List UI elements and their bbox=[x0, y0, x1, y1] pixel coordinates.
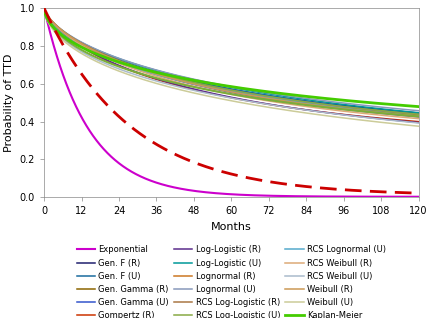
X-axis label: Months: Months bbox=[211, 222, 252, 232]
Y-axis label: Probability of TTD: Probability of TTD bbox=[4, 53, 14, 152]
Legend: Exponential, Gen. F (R), Gen. F (U), Gen. Gamma (R), Gen. Gamma (U), Gompertz (R: Exponential, Gen. F (R), Gen. F (U), Gen… bbox=[74, 243, 388, 318]
